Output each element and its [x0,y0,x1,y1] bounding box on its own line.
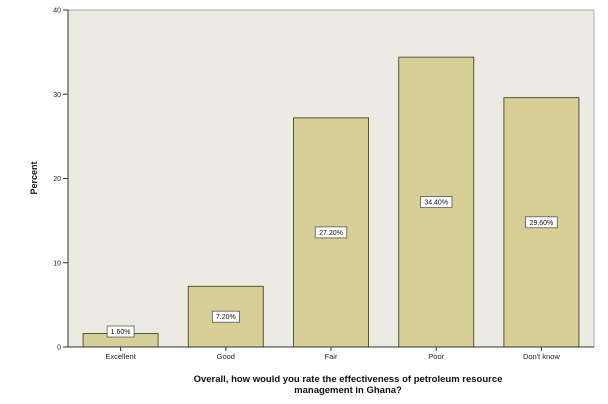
data-label-box [314,226,348,239]
y-tick-label: 20 [53,176,61,183]
data-label-box [420,196,453,208]
y-tick-label: 0 [57,345,61,352]
x-tick-label: Excellent [105,352,136,361]
x-tick-label: Poor [428,352,444,361]
x-axis-label-line-1: Overall, how would you rate the effectiv… [194,374,503,385]
data-labels-group: 1.60% 7.20% 27.20% 34.40% 29.60% [106,196,558,338]
y-tick-label: 30 [53,92,61,99]
y-tick-label: 10 [53,260,61,267]
data-label-box [106,325,135,338]
x-tick-label: Good [217,352,235,361]
data-label: 27.20% [319,230,343,237]
x-axis-label-line-2: management in Ghana? [294,385,402,396]
data-label: 29.60% [530,220,554,227]
y-ticks-group: 0 10 20 30 40 [53,8,68,352]
x-ticks-group: Excellent Good Fair Poor Don't know [105,347,560,361]
data-label: 34.40% [424,200,448,207]
x-tick-label: Fair [325,352,338,361]
y-axis-label: Percent [29,161,39,194]
data-label: 1.60% [111,329,131,336]
data-label: 7.20% [216,314,236,321]
x-tick-label: Don't know [523,352,560,361]
data-label-box [211,310,240,323]
data-label-box [525,216,558,229]
y-tick-label: 40 [53,8,61,15]
